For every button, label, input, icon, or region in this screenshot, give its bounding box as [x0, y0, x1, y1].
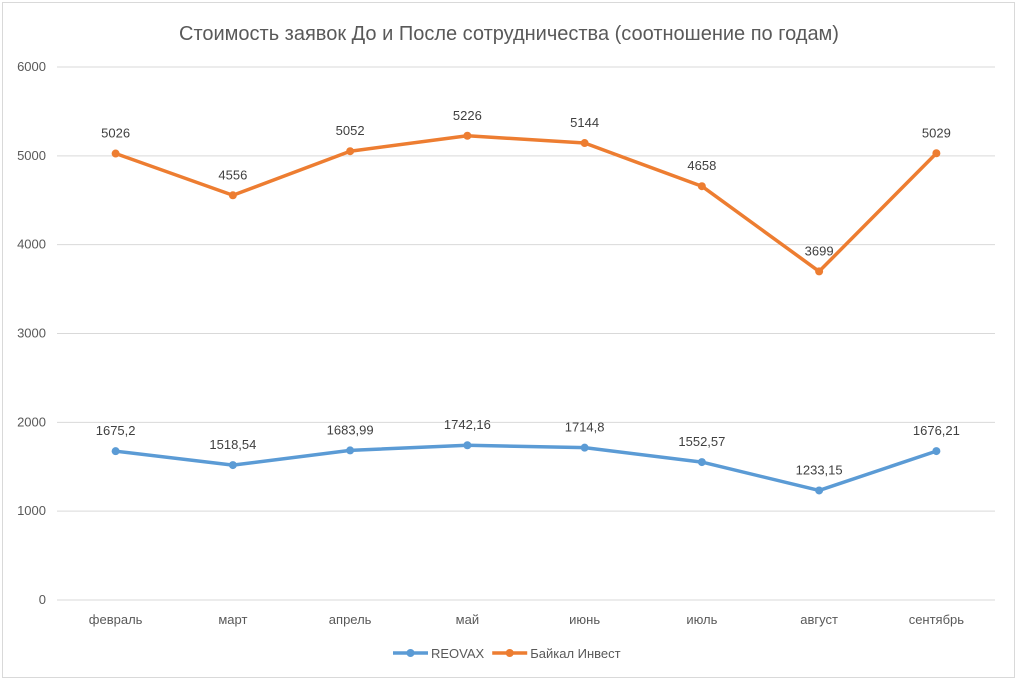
- data-label: 1675,2: [96, 423, 136, 438]
- data-label: 4556: [218, 167, 247, 182]
- legend-marker-icon: [505, 649, 514, 657]
- data-point[interactable]: [228, 191, 237, 200]
- data-point[interactable]: [697, 182, 706, 191]
- y-tick-label: 2000: [17, 414, 46, 429]
- data-point[interactable]: [346, 446, 355, 455]
- y-tick-label: 4000: [17, 237, 46, 252]
- data-label: 1552,57: [678, 434, 725, 449]
- data-label: 1518,54: [209, 437, 256, 452]
- data-label: 1742,16: [444, 417, 491, 432]
- data-point[interactable]: [111, 447, 120, 456]
- series-line: [115, 443, 937, 493]
- x-tick-label: май: [456, 612, 479, 627]
- y-tick-label: 0: [39, 592, 46, 607]
- data-label: 1714,8: [565, 420, 605, 435]
- legend-marker-icon: [406, 649, 415, 657]
- data-label: 5029: [922, 125, 951, 140]
- data-point[interactable]: [815, 267, 824, 276]
- data-point[interactable]: [228, 461, 237, 470]
- x-tick-label: март: [218, 612, 247, 627]
- legend-label: Байкал Инвест: [530, 646, 620, 661]
- data-label: 4658: [687, 158, 716, 173]
- data-point[interactable]: [932, 149, 941, 158]
- y-tick-label: 3000: [17, 326, 46, 341]
- data-label: 5226: [453, 108, 482, 123]
- x-tick-label: июнь: [569, 612, 600, 627]
- x-tick-label: август: [800, 612, 838, 627]
- data-point[interactable]: [346, 147, 355, 156]
- series-line: [115, 134, 938, 274]
- x-tick-label: сентябрь: [909, 612, 965, 627]
- y-tick-label: 6000: [17, 59, 46, 74]
- chart-title: Стоимость заявок До и После сотрудничест…: [179, 23, 839, 45]
- legend-item-0[interactable]: REOVAX: [393, 646, 485, 661]
- data-point[interactable]: [463, 441, 472, 450]
- data-label: 1683,99: [327, 422, 374, 437]
- legend-label: REOVAX: [431, 646, 485, 661]
- data-label: 3699: [805, 243, 834, 258]
- data-label: 5052: [336, 123, 365, 138]
- data-label: 1676,21: [913, 423, 960, 438]
- y-tick-label: 5000: [17, 148, 46, 163]
- data-label: 5144: [570, 115, 599, 130]
- data-point[interactable]: [580, 443, 589, 452]
- data-point[interactable]: [111, 149, 120, 158]
- y-tick-label: 1000: [17, 503, 46, 518]
- series-0: 1675,2 1518,54 1683,99 1742,16 1714,8 1552,57…: [96, 417, 960, 495]
- data-point[interactable]: [815, 486, 824, 495]
- data-label: 1233,15: [796, 462, 843, 477]
- data-point[interactable]: [580, 139, 589, 148]
- data-point[interactable]: [463, 131, 472, 140]
- data-point[interactable]: [697, 458, 706, 467]
- x-tick-label: апрель: [329, 612, 372, 627]
- x-tick-label: июль: [686, 612, 717, 627]
- series-1: 5026 4556 5052 5226 5144 4658 3699 5029: [101, 108, 951, 276]
- data-point[interactable]: [932, 447, 941, 456]
- legend-item-1[interactable]: Байкал Инвест: [492, 646, 621, 661]
- x-tick-label: февраль: [89, 612, 143, 627]
- data-label: 5026: [101, 126, 130, 141]
